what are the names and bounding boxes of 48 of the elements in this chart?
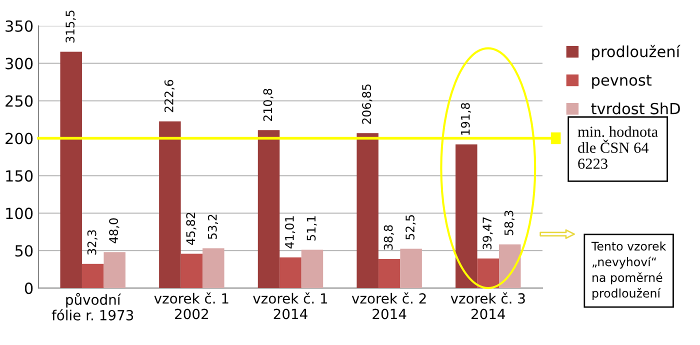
data-label: 51,1 — [306, 216, 317, 241]
x-tick-label: vzorek č. 3 2014 — [450, 292, 525, 320]
bar — [180, 254, 203, 288]
data-label: 58,3 — [504, 210, 515, 236]
y-tick-label: 200 — [6, 132, 33, 144]
data-label: 210,8 — [263, 88, 274, 121]
x-tick-label: vzorek č. 1 2014 — [253, 292, 328, 320]
data-label: 41,01 — [284, 216, 296, 248]
bar — [60, 52, 82, 288]
x-tick-label: vzorek č. 1 2002 — [154, 292, 228, 320]
y-tick-label: 150 — [6, 170, 33, 182]
bar — [280, 257, 302, 288]
bar — [301, 250, 324, 288]
bar — [159, 121, 181, 288]
data-label: 32,3 — [87, 230, 98, 255]
y-tick-label: 350 — [6, 20, 33, 32]
y-tick-label: 50 — [15, 245, 33, 257]
bar — [104, 252, 126, 288]
bar — [82, 264, 104, 288]
data-label: 222,6 — [164, 80, 175, 112]
bar — [258, 130, 280, 288]
data-label: 38,8 — [384, 225, 394, 250]
data-label: 191,8 — [460, 103, 472, 135]
data-label: 39,47 — [482, 217, 493, 250]
bar — [477, 258, 500, 288]
y-tick-label: 300 — [6, 58, 33, 70]
data-label: 48,0 — [109, 218, 120, 244]
bar — [202, 248, 224, 288]
bar — [356, 133, 378, 288]
bar — [400, 248, 422, 288]
ref-line-label: min. hodnota dle ČSN 64 6223 — [578, 126, 658, 169]
data-label: 45,82 — [186, 212, 196, 245]
bar — [456, 144, 478, 288]
data-label: 206,85 — [362, 84, 372, 124]
bar — [378, 259, 400, 288]
y-tick-label: 250 — [6, 95, 33, 107]
text: Tento vzorek „nevyhoví“ na poměrné prodloužení — [591, 242, 666, 300]
legend-label: tvrdost ShD — [591, 102, 680, 114]
x-tick-label: vzorek č. 2 2014 — [352, 292, 426, 320]
y-tick-label: 100 — [6, 208, 33, 220]
x-tick-label: původní fólie r. 1973 — [52, 292, 134, 320]
legend-label: prodloužení — [592, 44, 680, 60]
legend-label: pevnost — [592, 74, 652, 89]
data-label: 52,5 — [406, 215, 416, 240]
y-tick-label: 0 — [24, 282, 33, 294]
data-label: 53,2 — [208, 214, 218, 239]
bar — [499, 244, 521, 288]
data-label: 315,5 — [66, 10, 76, 42]
